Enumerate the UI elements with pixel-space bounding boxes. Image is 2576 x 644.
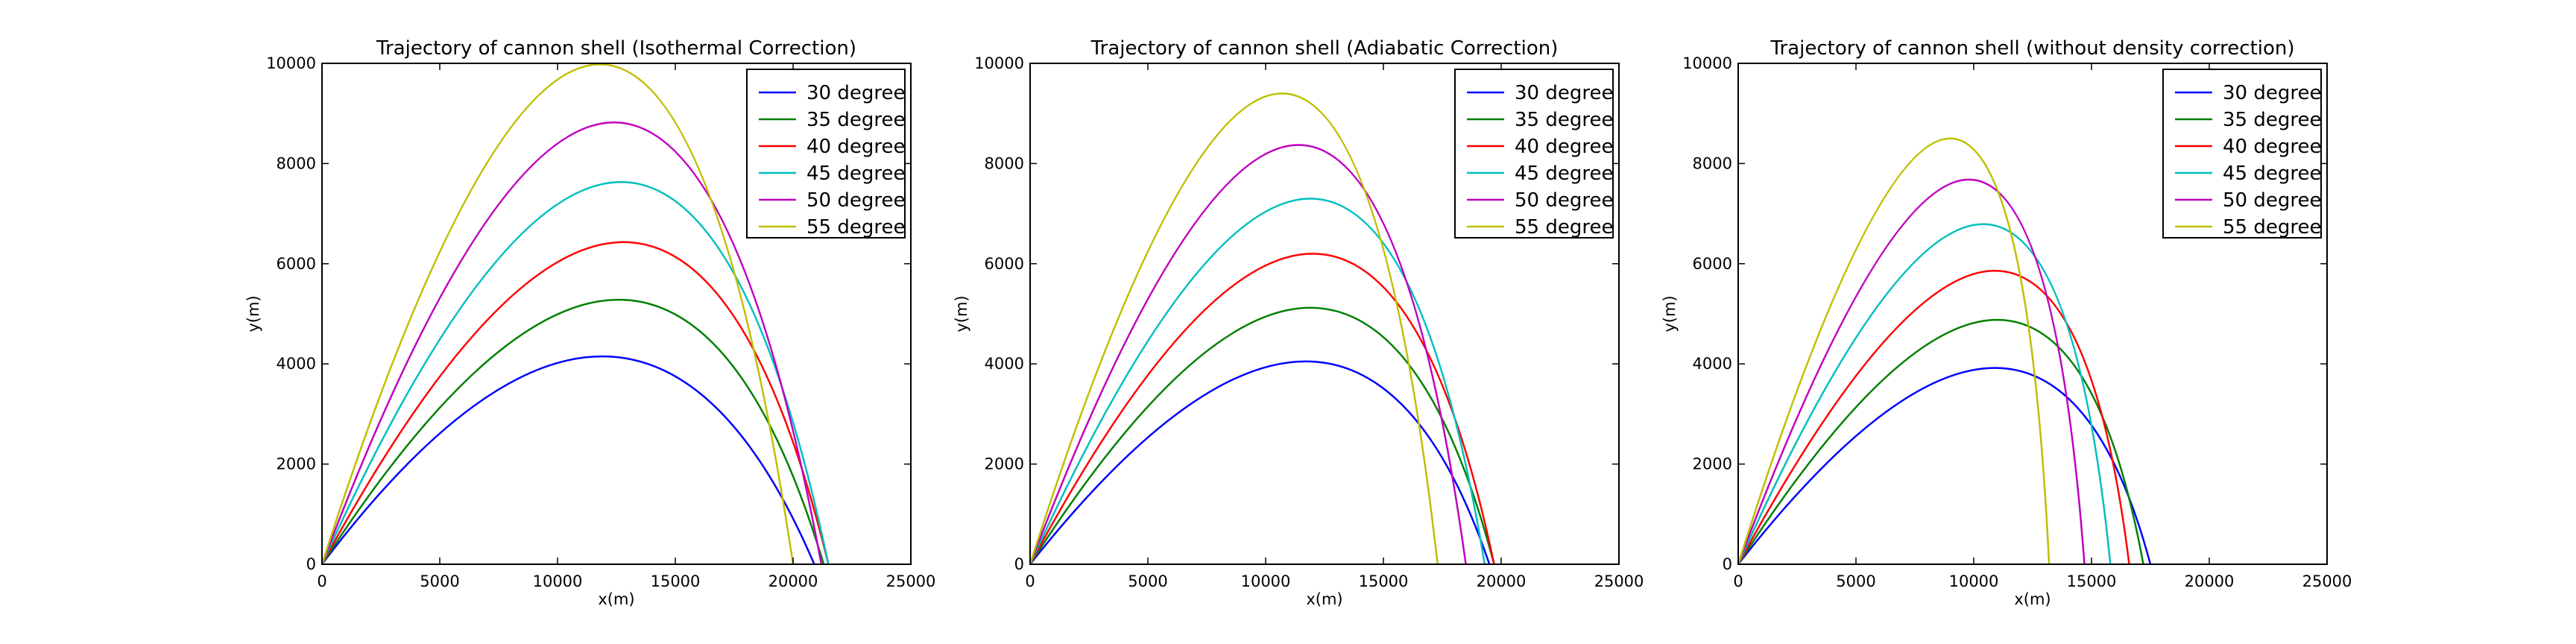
series-line-55-degree [322,63,795,564]
x-tick-label: 20000 [1477,572,1527,590]
legend-box [2162,69,2322,239]
x-tick-label: 25000 [886,572,936,590]
series-lines [1738,137,2152,564]
y-tick-label: 10000 [1682,54,1732,72]
chart-panel-2: 0 5000 10000 15000 20000 25000 0 2000 4000 6000 80… [953,37,1644,608]
series-line-55-degree [1030,92,1439,564]
series-line-35-degree [322,298,825,564]
series-line-45-degree [1030,198,1486,564]
legend-label: 35 degree [2223,109,2321,131]
legend-label: 50 degree [2223,189,2321,212]
x-tick-label: 0 [1025,572,1035,590]
x-tick-label: 5000 [1836,572,1875,590]
series-line-50-degree [1030,144,1467,564]
legend-box [1454,69,1614,239]
chart-panel-1: 0 5000 10000 15000 20000 25000 0 2000 4000 6000 80… [244,37,935,608]
legend-label: 45 degree [806,162,905,185]
y-tick-label: 6000 [1693,255,1732,273]
legend-label: 30 degree [2223,82,2321,104]
plot-frame [321,63,912,565]
x-axis-label: x(m) [1306,590,1342,608]
legend-label: 50 degree [1515,189,1613,212]
x-axis-label: x(m) [2014,590,2051,608]
y-tick-label: 4000 [277,355,316,373]
y-tick-label: 6000 [985,255,1024,273]
y-tick-label: 0 [1723,555,1732,573]
x-tick-label: 5000 [420,572,459,590]
y-tick-label: 0 [306,555,316,573]
x-tick-label: 10000 [533,572,583,590]
legend-label: 30 degree [806,82,905,104]
legend-label: 55 degree [1515,216,1613,239]
series-lines [1030,92,1495,564]
legend-label: 45 degree [1515,162,1613,185]
legend-label: 45 degree [2223,162,2321,185]
x-tick-label: 0 [317,572,326,590]
y-tick-label: 2000 [985,455,1024,473]
y-tick-label: 2000 [277,455,316,473]
legend-box [746,69,906,239]
legend: 30 degree 35 degree 40 degree 45 degree 50 d… [2162,69,2322,239]
chart-panel-3: 0 5000 10000 15000 20000 25000 0 2000 4000 6000 80… [1661,37,2352,608]
legend-label: 40 degree [806,136,905,158]
series-lines [322,63,830,564]
plot-frame [1737,63,2328,565]
y-axis-label: y(m) [1661,295,1679,332]
legend-label: 40 degree [2223,136,2321,158]
y-tick-label: 10000 [974,54,1024,72]
series-line-40-degree [322,241,830,564]
chart-title: Trajectory of cannon shell (without dens… [1770,37,2294,60]
x-tick-label: 5000 [1128,572,1167,590]
legend-label: 35 degree [1515,109,1613,131]
x-tick-label: 25000 [2302,572,2352,590]
y-tick-label: 4000 [1693,355,1732,373]
series-line-30-degree [1738,367,2152,564]
legend-label: 30 degree [1515,82,1613,104]
legend: 30 degree 35 degree 40 degree 45 degree 50 d… [746,69,906,239]
y-tick-label: 2000 [1693,455,1732,473]
series-line-40-degree [1738,270,2130,564]
y-tick-label: 6000 [277,255,316,273]
x-tick-label: 25000 [1594,572,1644,590]
chart-title: Trajectory of cannon shell (Isothermal C… [376,37,856,60]
x-tick-label: 20000 [2185,572,2235,590]
y-tick-label: 8000 [277,154,316,172]
y-axis-label: y(m) [244,295,262,332]
series-line-50-degree [1738,178,2086,564]
x-tick-label: 15000 [651,572,701,590]
x-tick-label: 10000 [1949,572,1999,590]
y-tick-label: 4000 [985,355,1024,373]
legend-label: 55 degree [2223,216,2321,239]
legend-label: 40 degree [1515,136,1613,158]
series-line-30-degree [1030,360,1491,564]
legend-label: 35 degree [806,109,905,131]
plot-frame [1029,63,1620,565]
series-line-35-degree [1738,318,2144,564]
x-tick-label: 15000 [2067,572,2117,590]
y-tick-label: 10000 [266,54,316,72]
chart-title: Trajectory of cannon shell (Adiabatic Co… [1090,37,1559,60]
series-line-55-degree [1738,137,2051,564]
series-line-40-degree [1030,253,1495,564]
legend: 30 degree 35 degree 40 degree 45 degree 50 d… [1454,69,1614,239]
x-tick-label: 15000 [1359,572,1409,590]
series-line-30-degree [322,355,815,564]
y-tick-label: 8000 [985,154,1024,172]
x-tick-label: 10000 [1241,572,1291,590]
y-tick-label: 0 [1014,555,1024,573]
legend-label: 50 degree [806,189,905,212]
series-line-45-degree [322,181,830,564]
series-line-35-degree [1030,306,1495,564]
x-axis-label: x(m) [598,590,634,608]
y-axis-label: y(m) [953,295,970,332]
y-tick-label: 8000 [1693,154,1732,172]
legend-label: 55 degree [806,216,905,239]
series-line-45-degree [1738,223,2112,564]
x-tick-label: 0 [1733,572,1743,590]
x-tick-label: 20000 [768,572,818,590]
series-line-50-degree [322,121,823,564]
